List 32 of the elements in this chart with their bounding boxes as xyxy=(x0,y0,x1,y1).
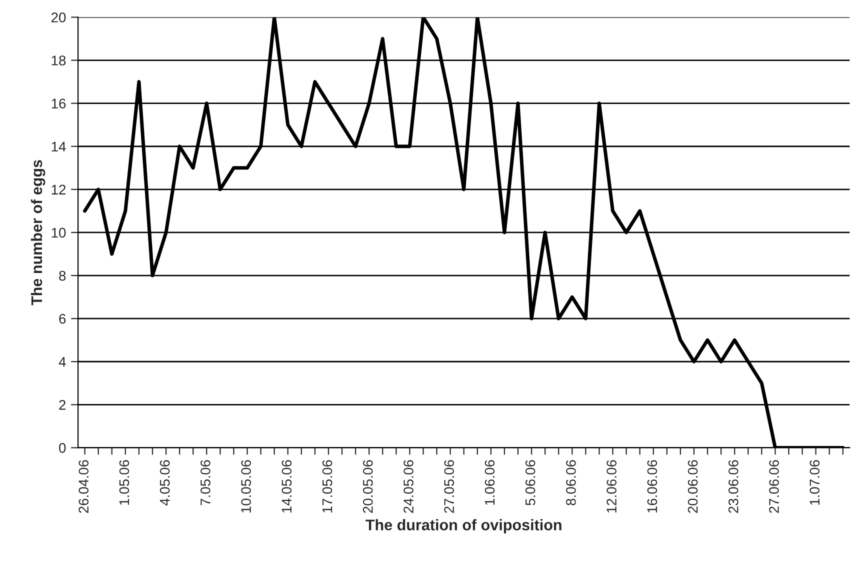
x-tick-label: 24.05.06 xyxy=(404,460,414,513)
x-tick-label: 10.05.06 xyxy=(241,460,251,513)
y-tick-label: 20 xyxy=(51,12,66,22)
y-tick-label: 16 xyxy=(52,98,66,108)
y-tick-label: 18 xyxy=(52,56,66,66)
x-tick-label: 8.06.06 xyxy=(566,460,576,506)
x-tick-label: 14.05.06 xyxy=(282,460,292,513)
x-tick-label: 20.05.06 xyxy=(362,460,373,513)
y-tick-label: 4 xyxy=(58,357,66,367)
x-tick-label: 17.05.06 xyxy=(322,460,332,513)
x-tick-label: 12.06.06 xyxy=(606,460,616,513)
x-tick-label: 4.05.06 xyxy=(160,460,170,506)
x-tick-label: 27.05.06 xyxy=(444,460,454,513)
x-tick-label: 26.04.06 xyxy=(78,460,89,513)
y-tick-label: 12 xyxy=(52,184,66,194)
y-tick-label: 14 xyxy=(52,142,66,152)
x-axis-title: The duration of oviposition xyxy=(366,519,562,534)
x-tick-label: 1.07.06 xyxy=(810,460,820,505)
x-tick-label: 1.05.06 xyxy=(119,460,130,505)
x-tick-label: 20.06.06 xyxy=(688,460,698,513)
x-tick-label: 16.06.06 xyxy=(647,460,658,513)
y-tick-label: 2 xyxy=(59,400,66,410)
x-tick-label: 1.06.06 xyxy=(484,460,495,505)
x-tick-label: 27.06.06 xyxy=(769,460,779,513)
x-tick-label: 23.06.06 xyxy=(728,460,738,513)
y-tick-label: 6 xyxy=(59,314,66,324)
y-tick-label: 10 xyxy=(52,228,66,238)
y-axis-title: The number of eggs xyxy=(30,160,46,306)
y-tick-label: 0 xyxy=(59,443,66,453)
x-tick-label: 7.05.06 xyxy=(200,460,210,506)
x-tick-label: 5.06.06 xyxy=(525,460,536,506)
y-tick-label: 8 xyxy=(59,270,66,281)
